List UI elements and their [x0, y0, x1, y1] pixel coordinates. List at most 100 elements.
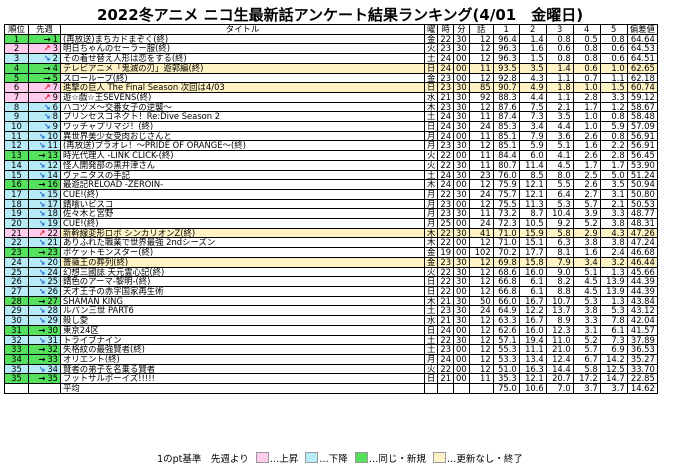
legend-steady-swatch	[354, 452, 368, 463]
row-c4: 0.5	[572, 33, 601, 45]
row-title: ありふれた職業で世界最強 2ndシーズン	[60, 237, 425, 249]
row-c5: 2.2	[599, 140, 628, 152]
row-c2: 15.8	[518, 256, 547, 268]
row-episode: 12	[468, 315, 494, 326]
row-c1: 84.4	[492, 150, 520, 161]
row-day: 日	[423, 62, 439, 74]
row-episode: 12	[468, 363, 494, 375]
row-score: 50.94	[626, 179, 658, 190]
row-c4: 1.7	[572, 159, 601, 171]
row-title: ルパン三世 PART6	[60, 305, 425, 317]
row-episode: 11	[468, 62, 494, 74]
row-prev: ↘ 10	[28, 130, 61, 142]
average-c1: 75.0	[492, 383, 520, 394]
row-episode: 12	[468, 43, 494, 55]
row-day: 水	[423, 315, 439, 326]
row-c2: 16.0	[518, 324, 547, 336]
row-c5: 7.8	[599, 315, 628, 326]
prev-rank-value: 7	[52, 82, 58, 93]
row-day: 日	[423, 82, 439, 93]
prev-rank-value: 20	[47, 257, 58, 267]
row-c4: 4.5	[572, 276, 601, 287]
table-row: 24 ↘ 20 薔薇王の葬列(終) 金 23 30 12 69.8 15.8 7.9 3.4 3.2 46…	[4, 256, 658, 268]
row-c5: 3.1	[599, 188, 628, 200]
row-prev: → 23	[28, 247, 61, 258]
prev-rank-value: 35	[47, 373, 58, 384]
row-hour: 22	[437, 150, 455, 161]
trend-arrow-icon: ↘	[38, 199, 46, 209]
row-score: 37.89	[626, 334, 658, 346]
legend-rising: …上昇	[269, 454, 299, 465]
row-title: ヴァニタスの手記	[60, 169, 425, 181]
row-title: 新幹線変形ロボ シンカリオンZ(終)	[60, 227, 425, 239]
row-c1: 51.0	[492, 363, 520, 375]
row-c3: 9.0	[545, 266, 574, 278]
table-row: 25 ↘ 24 幻想三國誌 天元霊心記(終) 火 22 30 12 68.6 16.0 9.0 5.1…	[4, 266, 658, 278]
row-c2: 4.4	[518, 91, 547, 103]
row-c4: 3.9	[572, 208, 601, 220]
row-rank: 22	[4, 237, 29, 249]
row-prev: ↘ 11	[28, 140, 61, 152]
row-c1: 75.9	[492, 179, 520, 190]
row-c1: 71.0	[492, 227, 520, 239]
row-episode: 11	[468, 159, 494, 171]
table-row: 35 ↘ 34 賢者の弟子を名乗る賢者火 22 00 12 51.0 16.3 14.4 5.8 12…	[4, 363, 658, 375]
row-episode: 12	[468, 198, 494, 210]
row-c5: 14.7	[599, 373, 628, 385]
row-c3: 14.4	[545, 363, 574, 375]
row-c3: 1.1	[545, 72, 574, 84]
row-c5: 0.8	[599, 111, 628, 123]
table-row: 27 ↘ 26 天才王子の赤字国家再生術日 22 00 12 66.8 6.1 8.8 4.5 13.…	[4, 285, 658, 297]
row-episode: 12	[468, 101, 494, 113]
trend-arrow-icon: →	[38, 179, 46, 190]
row-rank: 4	[4, 62, 29, 74]
trend-arrow-icon: ↘	[38, 189, 46, 199]
average-empty	[468, 383, 494, 394]
row-c3: 12.4	[545, 353, 574, 365]
prev-rank-value: 27	[47, 296, 58, 306]
row-c1: 92.8	[492, 72, 520, 84]
row-day: 火	[423, 150, 439, 161]
trend-arrow-icon: →	[38, 373, 46, 384]
row-prev: → 4	[28, 62, 61, 74]
row-score: 64.64	[626, 33, 658, 45]
row-c2: 12.2	[518, 305, 547, 317]
row-hour: 24	[437, 324, 455, 336]
row-episode: 41	[468, 227, 494, 239]
row-prev: → 33	[28, 353, 61, 365]
row-score: 51.24	[626, 169, 658, 181]
row-rank: 7	[4, 91, 29, 103]
prev-rank-value: 19	[47, 218, 58, 229]
row-c2: 10.5	[518, 218, 547, 229]
row-c3: 0.8	[545, 33, 574, 45]
row-episode: 50	[468, 295, 494, 307]
table-row: 18 ↘ 17 錆喰いビスコ月 23 00 12 75.5 11.3 5.3 5.7 2.1 50.53	[4, 198, 658, 210]
row-hour: 19	[437, 247, 455, 258]
row-episode: 102	[468, 247, 494, 258]
row-c4: 0.6	[572, 62, 601, 74]
trend-arrow-icon: ↘	[43, 121, 51, 132]
row-c5: 1.1	[599, 72, 628, 84]
row-score: 64.53	[626, 43, 658, 55]
trend-arrow-icon: ↘	[38, 286, 46, 296]
row-minute: 00	[453, 150, 470, 161]
row-c4: 1.0	[572, 82, 601, 93]
row-c5: 1.7	[599, 159, 628, 171]
legend-falling-swatch	[305, 452, 319, 463]
row-day: 日	[423, 276, 439, 287]
trend-arrow-icon: ↘	[38, 131, 46, 141]
row-prev: ↘ 14	[28, 169, 61, 181]
row-score: 47.24	[626, 237, 658, 249]
row-c1: 62.6	[492, 324, 520, 336]
row-episode: 12	[468, 179, 494, 190]
row-c2: 7.3	[518, 111, 547, 123]
trend-arrow-icon: →	[38, 150, 46, 161]
row-c5: 12.5	[599, 363, 628, 375]
row-episode: 24	[468, 121, 494, 132]
row-hour: 22	[437, 363, 455, 375]
prev-rank-value: 32	[47, 344, 58, 355]
table-row: 11 ↘ 10 異世界美少女受肉おじさんと月 24 00 11 85.1 7.9 3.6 2.6 0.…	[4, 130, 658, 142]
row-c2: 3.5	[518, 62, 547, 74]
average-c2: 10.6	[518, 383, 547, 394]
row-c1: 66.8	[492, 276, 520, 287]
